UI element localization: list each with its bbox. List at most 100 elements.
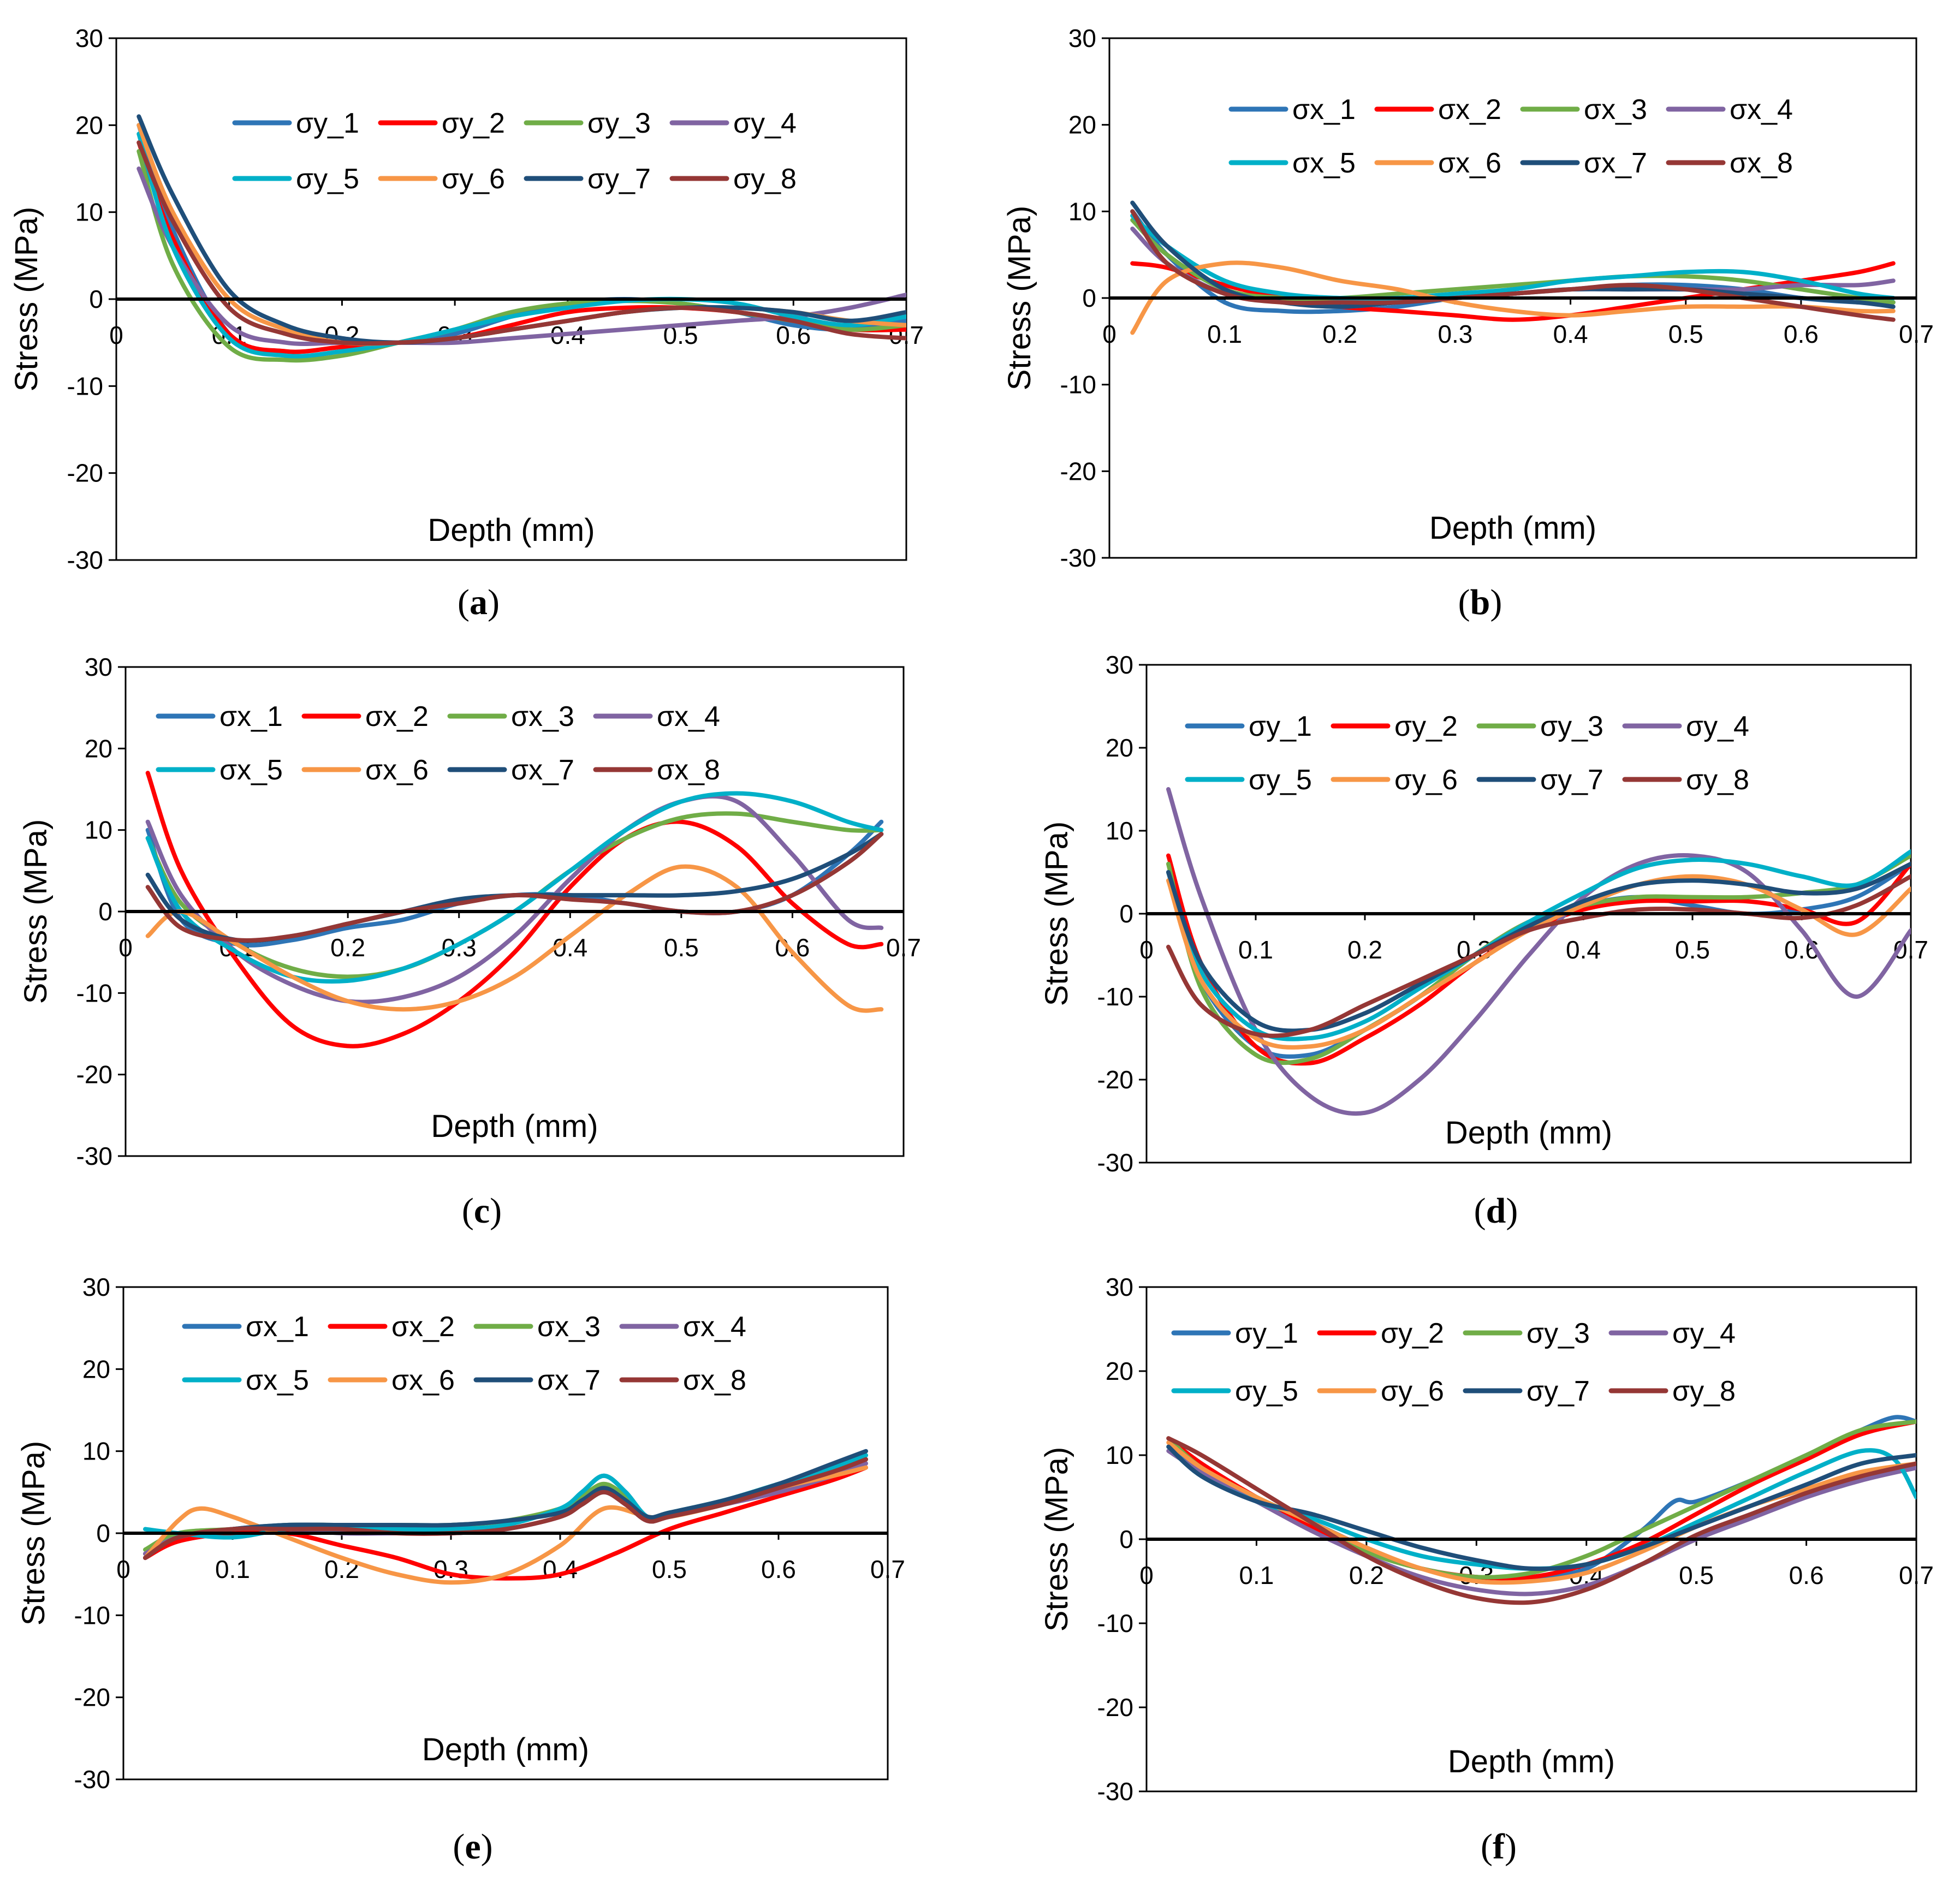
x-tick-label: 0.6 — [761, 1555, 796, 1583]
panel-caption: (c) — [462, 1191, 502, 1231]
legend-label: σy_5 — [1235, 1375, 1298, 1407]
series-line-4 — [143, 1461, 868, 1556]
legend-label: σy_3 — [1540, 711, 1603, 742]
legend-label: σx_2 — [391, 1311, 455, 1343]
series-line-2 — [145, 771, 884, 1049]
y-tick-label: -30 — [1097, 1777, 1133, 1806]
y-axis-title: Stress (MPa) — [1039, 821, 1074, 1006]
x-tick-label: 0.5 — [1679, 1561, 1714, 1589]
legend-item: σy_2 — [1331, 711, 1458, 742]
x-tick-label: 0.5 — [1675, 936, 1710, 964]
legend: σy_1 σy_2 σy_3 σy_4 σy_5 σy_6 σy_7 σy_8 — [1171, 1318, 1736, 1407]
x-tick-label: 0.1 — [1238, 936, 1273, 964]
series-line-5 — [1130, 213, 1896, 301]
y-axis-title: Stress (MPa) — [9, 207, 44, 391]
legend-label: σx_6 — [391, 1365, 455, 1396]
y-tick-label: 30 — [1068, 24, 1096, 52]
legend-label: σy_5 — [1249, 764, 1312, 796]
series-line-7 — [1166, 861, 1911, 1033]
panel-caption: (d) — [1474, 1191, 1518, 1231]
y-tick-label: -20 — [67, 459, 103, 487]
legend-label: σy_4 — [733, 108, 797, 139]
legend-label: σy_4 — [1686, 711, 1749, 742]
legend-label: σy_5 — [296, 163, 359, 195]
y-tick-label: 0 — [89, 285, 103, 313]
legend-item: σx_6 — [1374, 147, 1501, 179]
legend-item: σx_5 — [156, 754, 283, 786]
series-line-8 — [145, 832, 884, 943]
legend-label: σy_7 — [1527, 1375, 1590, 1407]
series-line-5 — [145, 791, 884, 984]
legend-label: σx_8 — [1730, 147, 1793, 179]
y-tick-label: -20 — [76, 1061, 112, 1089]
y-tick-label: 0 — [98, 897, 112, 926]
legend-label: σx_2 — [365, 701, 429, 732]
legend-item: σy_6 — [1317, 1375, 1444, 1407]
legend-label: σx_5 — [1292, 147, 1356, 179]
x-axis-title: Depth (mm) — [1429, 510, 1596, 546]
legend-item: σx_1 — [1228, 94, 1356, 126]
series-line-4 — [145, 794, 884, 1004]
legend-item: σy_2 — [378, 108, 505, 139]
legend-label: σx_8 — [683, 1365, 746, 1396]
y-tick-label: 30 — [1106, 651, 1133, 679]
x-axis-title: Depth (mm) — [431, 1109, 598, 1144]
x-tick-label: 0.2 — [1349, 1561, 1384, 1589]
legend-item: σx_5 — [1228, 147, 1356, 179]
series-line-6 — [145, 864, 884, 1013]
x-tick-label: 0.5 — [664, 933, 699, 962]
legend-item: σx_3 — [473, 1311, 601, 1343]
x-tick-label: 0.2 — [1322, 320, 1357, 348]
series-line-8 — [143, 1457, 868, 1561]
legend-label: σy_2 — [1381, 1318, 1444, 1349]
y-tick-label: -10 — [1097, 1609, 1133, 1637]
panel-caption: (e) — [453, 1827, 492, 1867]
legend-label: σy_1 — [1249, 711, 1312, 742]
y-tick-label: -10 — [1097, 982, 1133, 1011]
x-tick-label: 0.6 — [1789, 1561, 1824, 1589]
y-tick-label: -30 — [67, 546, 103, 574]
legend-label: σy_6 — [1394, 764, 1458, 796]
legend-item: σx_2 — [1374, 94, 1501, 126]
legend-label: σy_1 — [1235, 1318, 1298, 1349]
x-tick-label: 0 — [1139, 1561, 1154, 1589]
y-tick-label: 30 — [75, 24, 103, 52]
x-tick-label: 0.6 — [1784, 320, 1819, 348]
legend-label: σy_3 — [587, 108, 651, 139]
series-line-8 — [1130, 209, 1896, 322]
y-tick-label: 20 — [75, 111, 103, 139]
x-tick-label: 0.7 — [886, 933, 921, 962]
legend-item: σx_7 — [447, 754, 574, 786]
legend: σx_1 σx_2 σx_3 σx_4 σx_5 σx_6 σx_7 σx_8 — [182, 1311, 746, 1396]
x-axis-title: Depth (mm) — [1448, 1744, 1615, 1779]
series-group — [1166, 787, 1911, 1116]
x-tick-label: 0.3 — [1438, 320, 1472, 348]
series-line-6 — [1130, 260, 1896, 335]
legend-label: σx_2 — [1438, 94, 1501, 126]
y-tick-label: 0 — [96, 1519, 110, 1547]
legend-item: σy_8 — [669, 163, 797, 195]
x-tick-label: 0.5 — [652, 1555, 687, 1583]
legend-label: σy_3 — [1527, 1318, 1590, 1349]
y-tick-label: 20 — [1106, 734, 1133, 762]
legend-label: σx_1 — [1292, 94, 1356, 126]
legend-item: σy_7 — [524, 163, 651, 195]
series-line-5 — [1166, 849, 1911, 1041]
legend-item: σx_1 — [156, 701, 283, 732]
legend-item: σx_6 — [328, 1365, 455, 1396]
legend-item: σy_7 — [1476, 764, 1603, 796]
series-line-7 — [143, 1449, 868, 1561]
legend-item: σx_1 — [182, 1311, 309, 1343]
x-tick-label: 0 — [1102, 320, 1116, 348]
y-tick-label: -20 — [74, 1683, 110, 1712]
x-tick-label: 0.5 — [1668, 320, 1703, 348]
legend-label: σy_2 — [1394, 711, 1458, 742]
legend-item: σy_6 — [378, 163, 505, 195]
legend-label: σx_3 — [1584, 94, 1647, 126]
legend-label: σy_7 — [587, 163, 651, 195]
panel-caption: (b) — [1458, 582, 1502, 622]
